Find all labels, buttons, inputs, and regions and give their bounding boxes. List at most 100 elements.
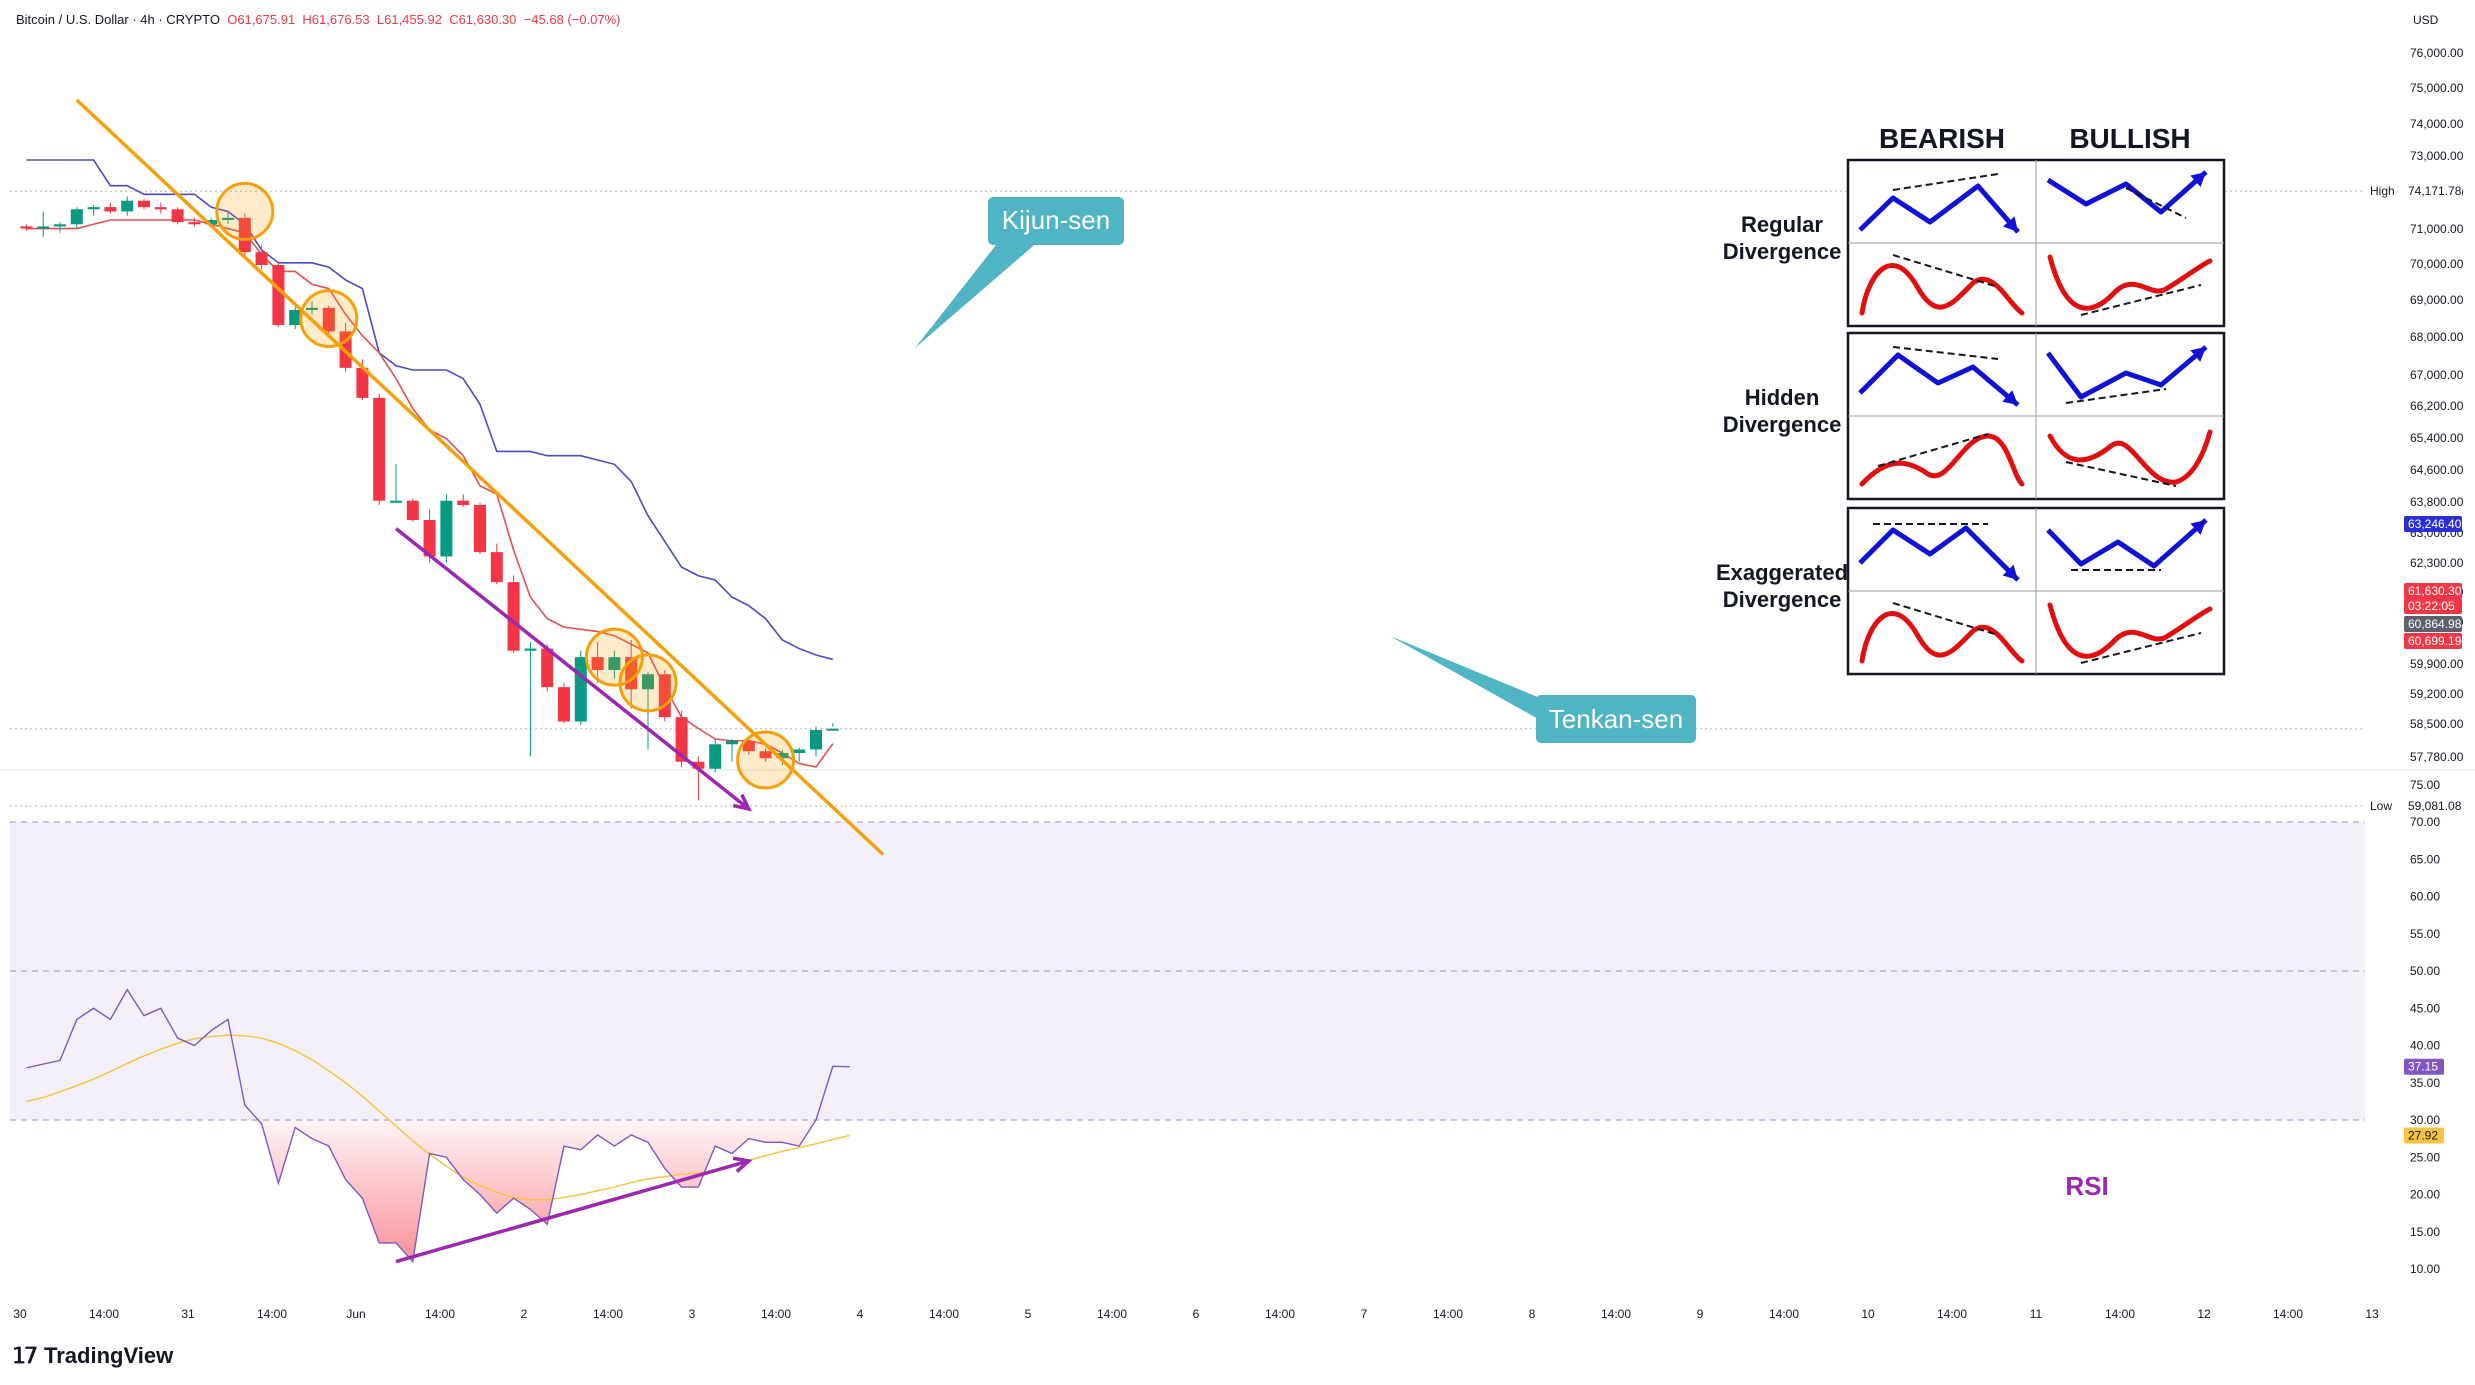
- candle-body: [171, 209, 184, 223]
- divergence-dash-line: [1877, 433, 1989, 467]
- candle-body: [222, 217, 234, 221]
- candle-body: [322, 307, 335, 332]
- candle: [826, 723, 839, 731]
- candle: [709, 739, 722, 773]
- candle-body: [742, 740, 755, 752]
- touch-point-circle: [215, 181, 275, 241]
- candle-body: [70, 209, 83, 225]
- touch-point-circle: [299, 289, 359, 349]
- divergence-dash-line: [2080, 284, 2202, 316]
- candle-body: [423, 520, 436, 557]
- price-tick-label: 76,000.00: [2410, 46, 2464, 60]
- divergence-dash-line: [2125, 187, 2187, 219]
- kijun-sen-line: [26, 159, 834, 661]
- rsi-tick-label: 10.00: [2410, 1262, 2440, 1276]
- tradingview-logo[interactable]: 𝟣𝟩 TradingView: [12, 1343, 173, 1369]
- candle-body: [675, 717, 688, 762]
- price-divergence-arrow-head: [732, 793, 752, 812]
- candle: [154, 202, 167, 214]
- kijun-callout-pointer: [915, 240, 1040, 348]
- candle-body: [474, 505, 486, 553]
- candle-body: [440, 500, 453, 557]
- divergence-rsi-curve: [1859, 611, 2025, 664]
- candle: [793, 747, 806, 762]
- low-tag: Low: [2370, 799, 2392, 813]
- divergence-arrow-head: [2190, 172, 2206, 188]
- divergence-rsi-curve: [1859, 433, 2025, 487]
- candle: [591, 642, 604, 683]
- candle-body: [776, 753, 789, 759]
- candle: [810, 726, 822, 757]
- candle-body: [826, 728, 839, 731]
- candle: [222, 211, 234, 225]
- price-tick-label: 59,200.00: [2410, 687, 2464, 701]
- candle-body: [490, 552, 503, 583]
- candle-body: [87, 207, 100, 210]
- price-tick-label: 64,600.00: [2410, 463, 2464, 477]
- tenkan-callout-label: Tenkan-sen: [1549, 704, 1683, 734]
- currency-label: USD: [2413, 13, 2439, 27]
- time-tick-label: 9: [1697, 1307, 1704, 1321]
- candle-body: [154, 207, 167, 210]
- row-label-line2: Divergence: [1723, 412, 1842, 437]
- time-tick-label: 14:00: [257, 1307, 287, 1321]
- candle-body: [541, 648, 554, 688]
- kijun-callout-box: [988, 197, 1124, 245]
- price-tick-label: 74,000.00: [2410, 117, 2464, 131]
- divergence-rsi-curve: [2047, 602, 2213, 659]
- row-label-line2: Divergence: [1723, 239, 1842, 264]
- candle-body: [238, 217, 251, 253]
- time-tick-label: 5: [1025, 1307, 1032, 1321]
- candle-body: [457, 500, 470, 506]
- candle: [574, 650, 587, 725]
- time-tick-label: 11: [2030, 1307, 2043, 1321]
- time-tick-label: 14:00: [593, 1307, 623, 1321]
- candle-body: [524, 648, 537, 651]
- price-tick-label: 62,300.00: [2410, 556, 2464, 570]
- divergence-price-line: [1858, 183, 2020, 234]
- row-label-line1: Exaggerated: [1716, 560, 1848, 585]
- other-value-label: 60,699.19: [2408, 634, 2462, 648]
- rsi-divergence-arrow-head: [732, 1156, 753, 1173]
- candle: [440, 494, 453, 563]
- time-tick-label: 14:00: [2105, 1307, 2135, 1321]
- rsi-tick-label: 60.00: [2410, 890, 2440, 904]
- candle-body: [390, 500, 402, 503]
- divergence-arrow-head: [2002, 390, 2018, 405]
- time-tick-label: 14:00: [2273, 1307, 2303, 1321]
- rsi-tick-label: 65.00: [2410, 852, 2440, 866]
- candle: [457, 494, 470, 508]
- close-value: C61,630.30: [449, 12, 517, 27]
- candle: [188, 217, 201, 227]
- divergence-arrow-head: [2002, 216, 2018, 232]
- candle: [373, 393, 386, 506]
- candle: [726, 739, 738, 762]
- symbol-header: Bitcoin / U.S. Dollar · 4h · CRYPTO O61,…: [16, 12, 621, 27]
- divergence-dash-line: [1892, 254, 1999, 288]
- candle-body: [272, 265, 285, 326]
- rsi-tick-label: 35.00: [2410, 1076, 2440, 1090]
- grid-layer: [0, 190, 2475, 807]
- candle: [306, 301, 318, 315]
- candle: [776, 749, 789, 766]
- divergence-price-line: [1858, 525, 2020, 582]
- divergence-dash-line: [2065, 461, 2177, 487]
- candle: [507, 575, 520, 653]
- bullish-header: BULLISH: [2069, 123, 2190, 154]
- candle: [70, 207, 83, 229]
- candle: [474, 502, 486, 555]
- candle-body: [289, 310, 302, 326]
- rsi-oversold-fill: [26, 1120, 850, 1262]
- time-tick-label: 14:00: [1601, 1307, 1631, 1321]
- price-tick-label: 57,780.00: [2410, 750, 2464, 764]
- candle: [524, 642, 537, 757]
- divergence-rsi-curve: [2047, 254, 2213, 311]
- time-tick-label: Jun: [346, 1307, 365, 1321]
- axis-layer: 76,000.0075,000.0074,000.0073,000.0072,0…: [13, 13, 2463, 1321]
- rsi-tick-label: 25.00: [2410, 1150, 2440, 1164]
- descending-trendline: [75, 98, 885, 856]
- time-tick-label: 4: [857, 1307, 864, 1321]
- tenkan-value-label-bg: [2404, 616, 2462, 632]
